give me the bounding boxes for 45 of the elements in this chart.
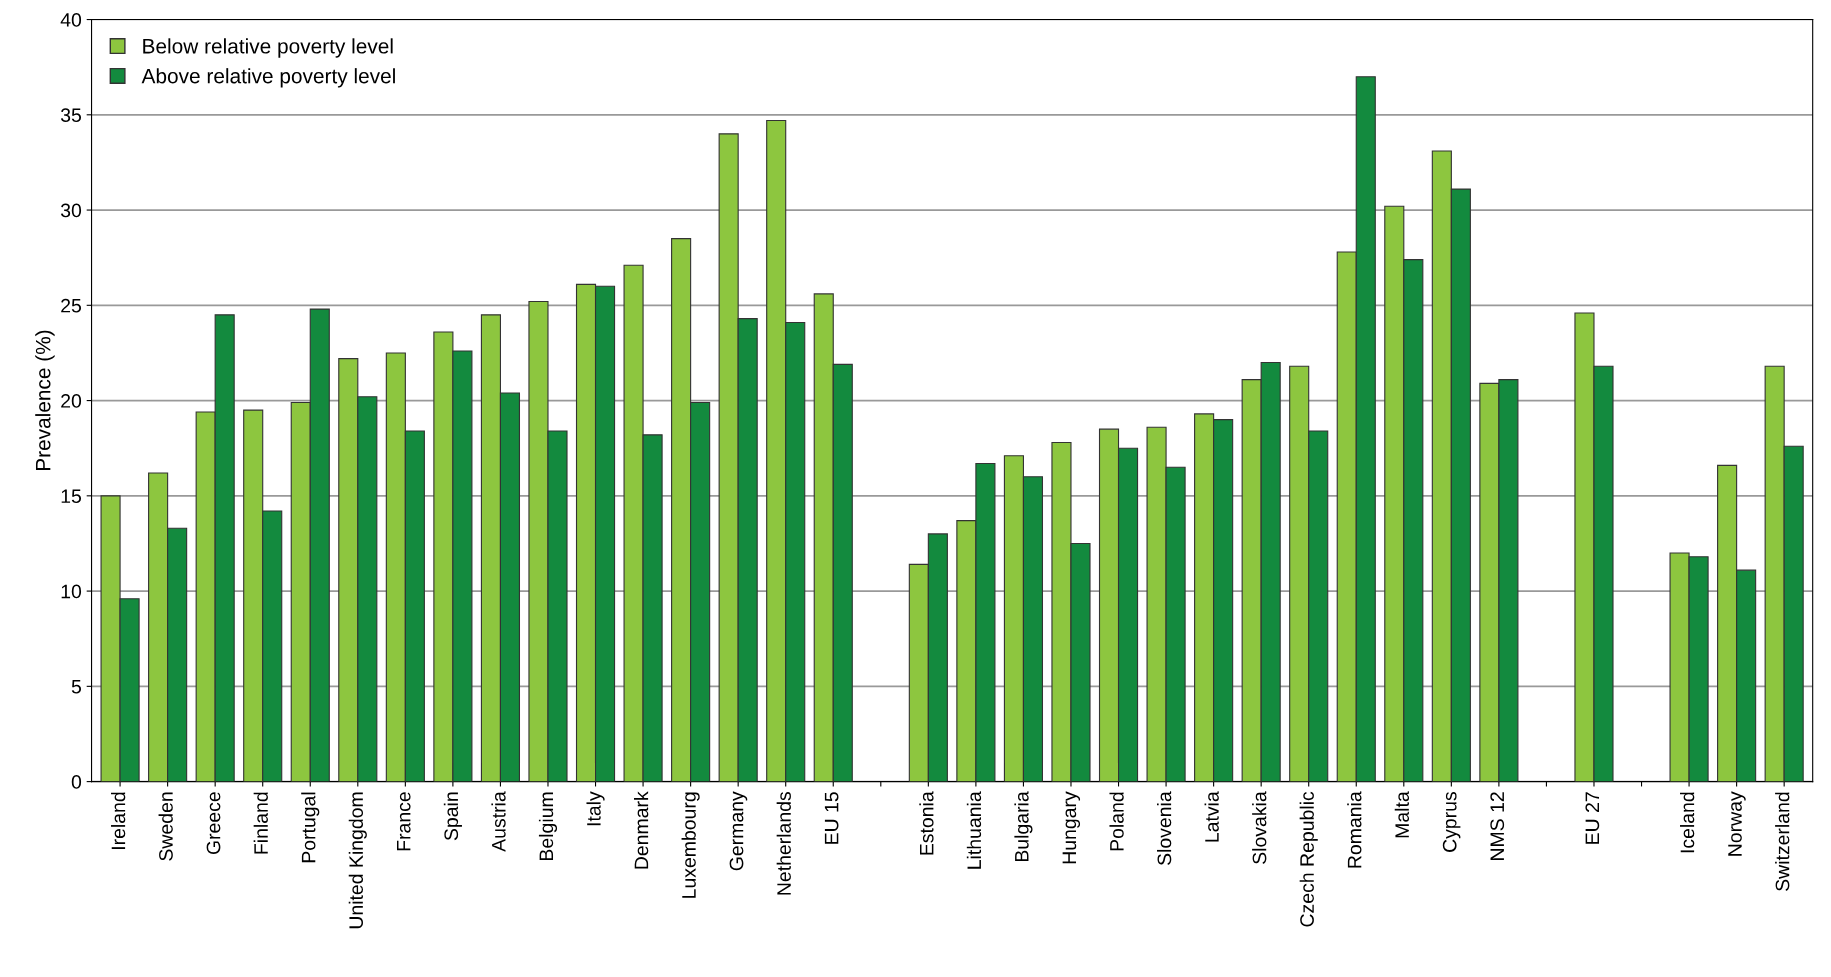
x-tick-label: Germany: [729, 791, 748, 871]
x-tick-label: Latvia: [1204, 791, 1219, 842]
x-tick-label: Iceland: [1680, 792, 1695, 853]
x-tick-label: Malta: [1394, 791, 1410, 838]
x-tick-label: Luxembourg: [681, 792, 700, 898]
y-tick-label: 40: [60, 13, 82, 27]
x-tick-label: Slovakia: [1252, 791, 1267, 864]
y-tick-label: 0: [71, 775, 82, 789]
x-tick-label: Hungary: [1062, 791, 1081, 864]
y-tick-label: 5: [71, 680, 82, 694]
y-tick-label: 30: [60, 203, 82, 218]
x-tick-label: Switzerland: [1775, 792, 1790, 891]
x-tick-label: Denmark: [634, 791, 649, 869]
legend-label: Above relative poverty level: [141, 68, 395, 88]
x-tick-label: Lithuania: [966, 791, 982, 869]
x-tick-label: Greece: [206, 792, 221, 855]
x-tick-label: Norway: [1728, 791, 1746, 856]
x-tick-label: Finland: [253, 792, 268, 854]
x-tick-label: Italy: [586, 791, 605, 826]
x-tick-label: Belgium: [538, 792, 558, 860]
x-tick-label: Netherlands: [776, 792, 791, 895]
x-tick-label: France: [397, 792, 411, 851]
y-tick-label: 25: [61, 298, 82, 313]
x-tick-label: Portugal: [301, 792, 320, 863]
x-tick-label: Bulgaria: [1014, 791, 1033, 862]
x-tick-label: Czech Republic: [1299, 791, 1318, 927]
x-tick-label: Austria: [491, 791, 506, 852]
x-tick-label: EU 15: [824, 792, 839, 844]
x-tick-label: Romania: [1347, 791, 1362, 868]
x-tick-label: Poland: [1109, 792, 1124, 851]
y-axis-title: Prevalence (%): [35, 330, 55, 471]
x-tick-label: Cyprus: [1442, 792, 1461, 852]
legend-label: Below relative poverty level: [143, 38, 393, 58]
x-tick-label: Spain: [443, 792, 462, 841]
x-tick-label: United Kingdom: [348, 792, 367, 929]
x-tick-label: NMS 12: [1490, 792, 1505, 860]
x-tick-label: Estonia: [919, 791, 934, 855]
y-tick-label: 15: [61, 489, 82, 504]
x-tick-label: Ireland: [111, 792, 126, 849]
y-tick-label: 20: [61, 394, 82, 408]
y-tick-label: 10: [61, 584, 82, 599]
x-tick-label: Slovenia: [1157, 791, 1172, 866]
x-tick-label: EU 27: [1585, 792, 1600, 844]
y-tick-label: 35: [60, 108, 82, 123]
x-tick-label: Sweden: [158, 792, 173, 861]
